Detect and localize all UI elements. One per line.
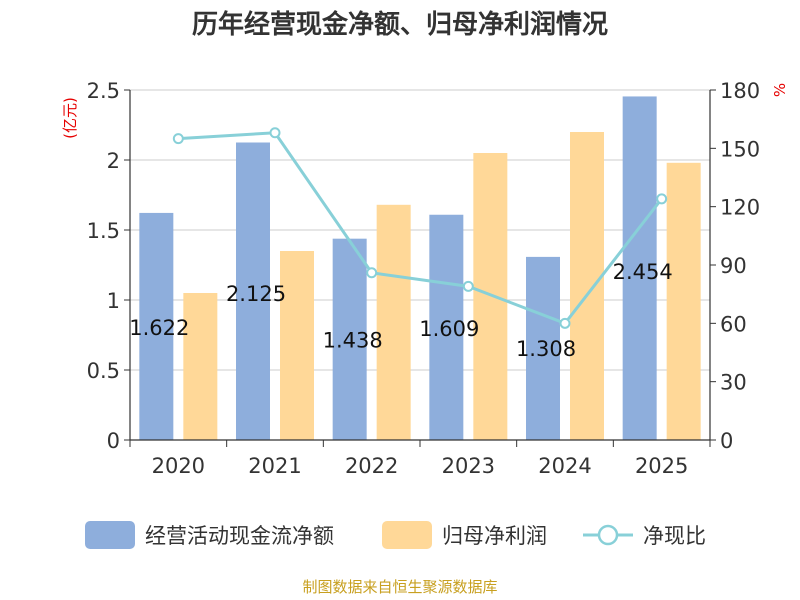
bar-cashflow — [139, 212, 174, 440]
legend: 经营活动现金流净额 归母净利润 净现比 — [85, 521, 706, 549]
chart-title: 历年经营现金净额、归母净利润情况 — [192, 9, 608, 40]
bar-data-label: 2.125 — [226, 282, 286, 306]
left-axis-unit: (亿元) — [61, 97, 79, 139]
legend-label-net-profit: 归母净利润 — [442, 524, 547, 548]
bar-net-profit — [666, 162, 701, 441]
x-tick-label: 2021 — [248, 454, 301, 478]
ratio-point — [656, 193, 668, 205]
bar-data-label: 2.454 — [613, 260, 673, 284]
bar-cashflow — [236, 142, 270, 440]
ratio-point — [172, 133, 184, 145]
ratio-point — [559, 317, 571, 329]
right-tick-label: 90 — [720, 254, 747, 278]
ratio-point — [366, 267, 378, 279]
right-axis-unit: % — [771, 83, 789, 97]
right-tick-label: 180 — [720, 79, 760, 103]
legend-swatch-net-profit — [382, 521, 432, 549]
left-tick-label: 1 — [107, 289, 120, 313]
source-note: 制图数据来自恒生聚源数据库 — [302, 578, 497, 596]
x-tick-label: 2020 — [152, 454, 205, 478]
right-tick-label: 120 — [720, 196, 760, 220]
gridlines — [130, 89, 710, 371]
bar-cashflow — [622, 96, 657, 440]
x-tick-label: 2025 — [635, 454, 688, 478]
right-tick-label: 60 — [720, 312, 747, 336]
bar-data-label: 1.308 — [516, 337, 576, 361]
bar-data-label: 1.622 — [129, 316, 189, 340]
x-tick-label: 2022 — [345, 454, 398, 478]
right-tick-label: 150 — [720, 137, 760, 161]
bar-net-profit — [376, 204, 411, 440]
bar-net-profit — [570, 132, 604, 440]
legend-swatch-cashflow — [85, 521, 135, 549]
bar-data-label: 1.438 — [323, 328, 383, 352]
left-tick-label: 0 — [107, 429, 120, 453]
right-tick-label: 0 — [720, 429, 733, 453]
x-tick-label: 2024 — [538, 454, 591, 478]
bar-net-profit — [473, 153, 508, 440]
bar-data-label: 1.609 — [419, 317, 479, 341]
legend-label-ratio: 净现比 — [643, 524, 706, 548]
bar-cashflow — [332, 238, 367, 440]
x-tick-label: 2023 — [442, 454, 495, 478]
axes: 0 0.5 1 1.5 2 2.5 0 30 60 90 120 150 180 2020 2021 2022… — [61, 79, 789, 478]
bar-cashflow — [429, 214, 464, 440]
bar-cashflow — [526, 256, 560, 440]
left-tick-label: 2.5 — [87, 79, 120, 103]
data-labels: 1.622 2.125 1.438 1.609 1.308 2.454 — [129, 260, 672, 361]
ratio-point — [269, 127, 281, 139]
left-tick-label: 1.5 — [87, 219, 120, 243]
ratio-point — [462, 280, 474, 292]
right-tick-label: 30 — [720, 371, 747, 395]
legend-marker-ratio — [597, 524, 619, 546]
legend-label-cashflow: 经营活动现金流净额 — [145, 524, 334, 548]
bars — [139, 96, 701, 441]
bar-net-profit — [280, 251, 314, 440]
left-tick-label: 0.5 — [87, 359, 120, 383]
left-tick-label: 2 — [107, 149, 120, 173]
ratio-line-path — [178, 131, 663, 326]
ratio-line — [172, 127, 668, 329]
bar-net-profit — [183, 293, 218, 440]
